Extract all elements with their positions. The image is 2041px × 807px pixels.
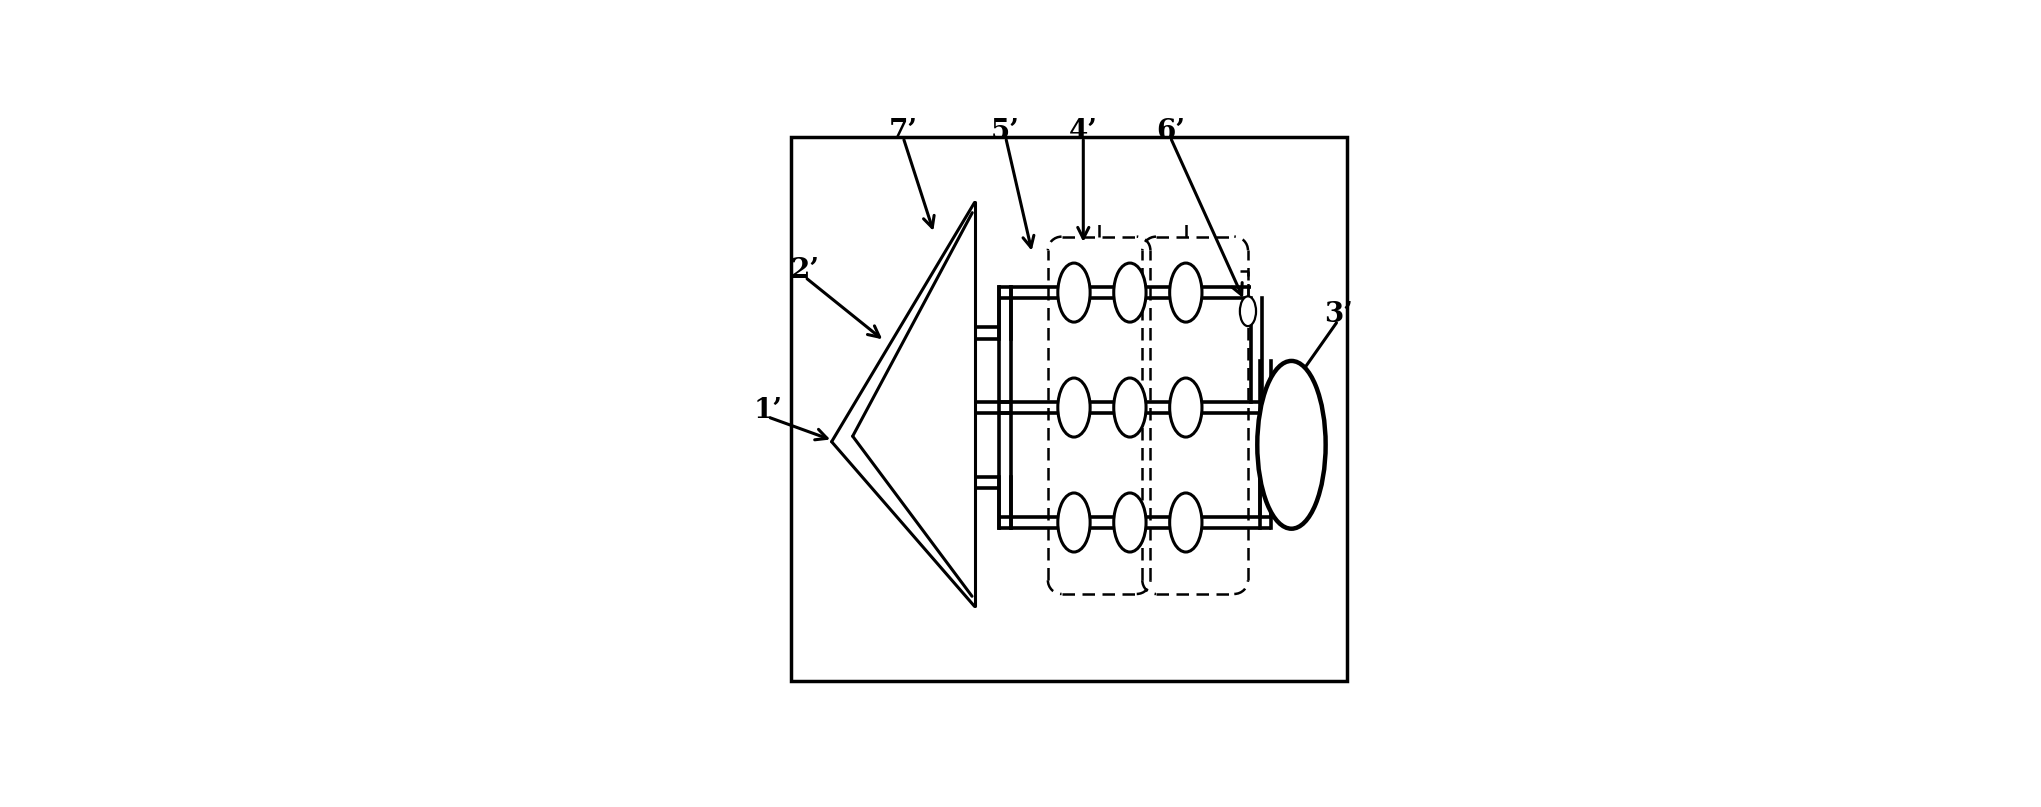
Ellipse shape: [1057, 263, 1090, 322]
Ellipse shape: [1114, 378, 1147, 437]
Text: 4’: 4’: [1069, 118, 1098, 144]
Ellipse shape: [1057, 378, 1090, 437]
Ellipse shape: [1239, 296, 1255, 326]
Ellipse shape: [1169, 378, 1202, 437]
Text: 7’: 7’: [888, 118, 918, 144]
Text: 5’: 5’: [992, 118, 1020, 144]
Text: 6’: 6’: [1155, 118, 1184, 144]
Ellipse shape: [1169, 493, 1202, 552]
Ellipse shape: [1257, 361, 1327, 529]
Ellipse shape: [1169, 263, 1202, 322]
Ellipse shape: [1114, 263, 1147, 322]
Text: 1’: 1’: [753, 397, 782, 424]
Bar: [792, 137, 1347, 681]
Ellipse shape: [1114, 493, 1147, 552]
Text: 2’: 2’: [790, 257, 818, 284]
Ellipse shape: [1057, 493, 1090, 552]
Text: 3’: 3’: [1325, 301, 1353, 328]
